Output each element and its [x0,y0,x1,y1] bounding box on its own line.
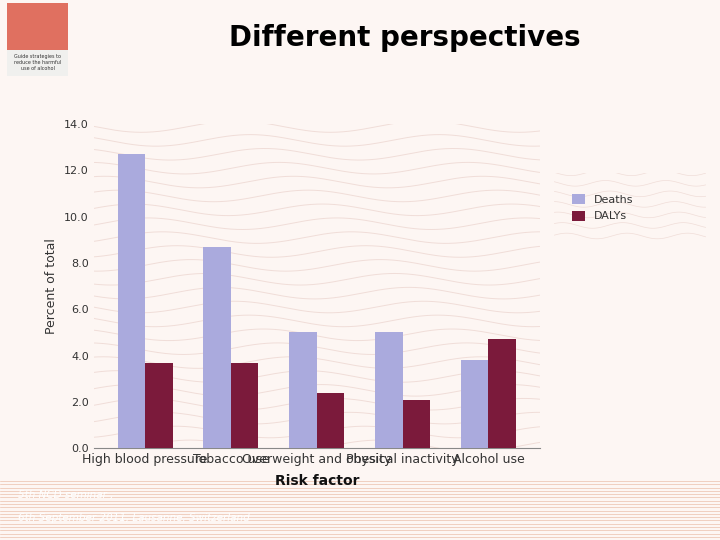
Bar [231,362,258,448]
Text: Guide strategies to
reduce the harmful
use of alcohol: Guide strategies to reduce the harmful u… [14,54,61,71]
X-axis label: Risk factor: Risk factor [274,475,359,488]
Text: 6th September 2011, Lausanne, Switzerland: 6th September 2011, Lausanne, Switzerlan… [18,513,250,523]
Legend: Deaths, DALYs: Deaths, DALYs [567,190,638,226]
Bar [7,50,68,76]
Bar [317,393,344,448]
Bar [461,360,488,448]
Bar [145,362,173,448]
Bar [488,340,516,448]
Bar [402,400,430,448]
Bar [117,154,145,448]
Bar [204,247,231,448]
Text: Different perspectives: Different perspectives [230,24,581,52]
Text: 5th NCD seminar ,: 5th NCD seminar , [18,490,113,500]
Bar [7,3,68,50]
Bar [375,333,402,448]
Y-axis label: Percent of total: Percent of total [45,238,58,334]
Bar [289,333,317,448]
